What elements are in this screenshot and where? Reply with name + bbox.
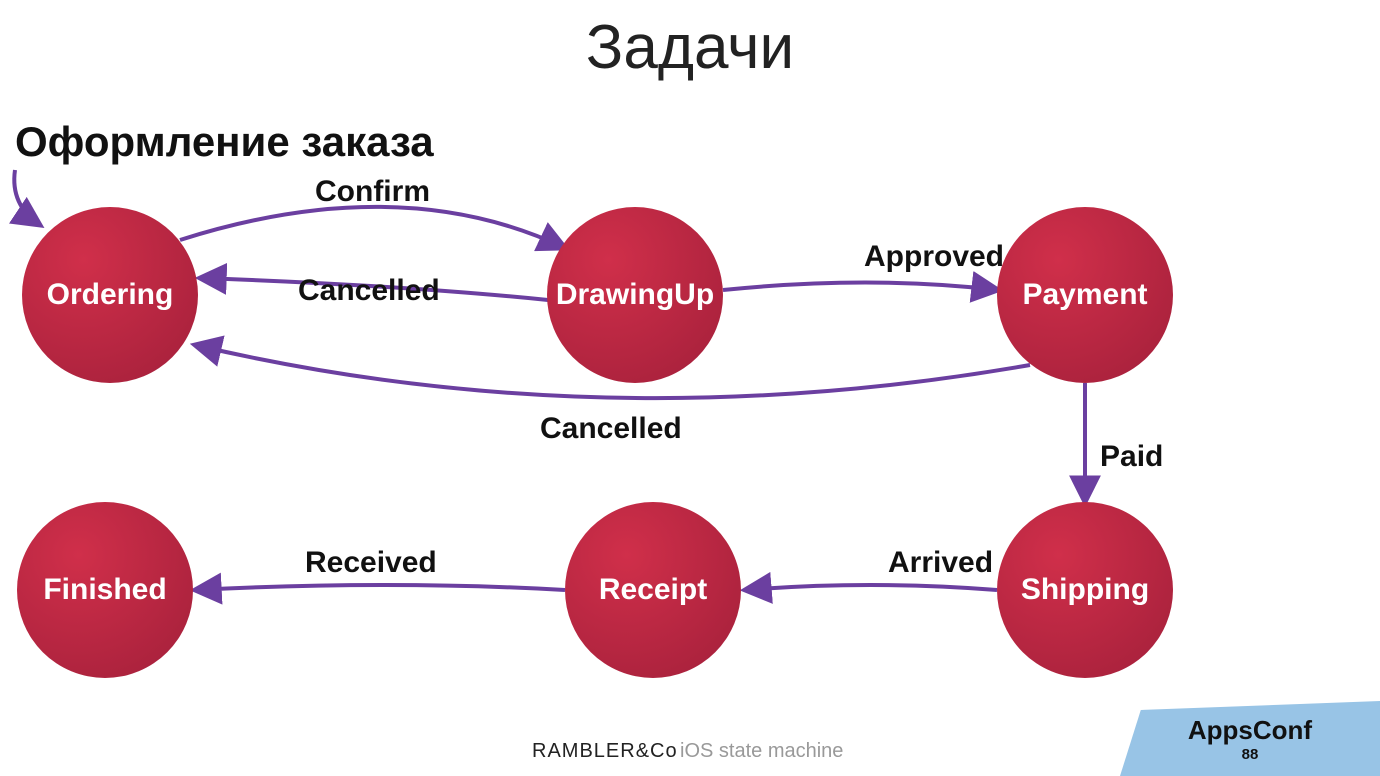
appsconf-badge: AppsConf 88: [1120, 701, 1380, 776]
edge-label-approved: Approved: [864, 240, 1004, 274]
edge-label-cancelled1: Cancelled: [298, 274, 440, 308]
edge-label-paid: Paid: [1100, 440, 1163, 474]
edge-start-in: [14, 170, 40, 225]
node-payment: Payment: [997, 207, 1173, 383]
node-finished: Finished: [17, 502, 193, 678]
edge-label-received: Received: [305, 546, 437, 580]
node-drawingup: DrawingUp: [547, 207, 723, 383]
appsconf-page-number: 88: [1242, 746, 1259, 763]
edge-arrived: [745, 585, 997, 590]
node-receipt: Receipt: [565, 502, 741, 678]
node-shipping: Shipping: [997, 502, 1173, 678]
edge-label-confirm: Confirm: [315, 175, 430, 209]
slide-title: Задачи: [586, 12, 794, 83]
slide-subtitle: Оформление заказа: [15, 118, 434, 166]
node-ordering: Ordering: [22, 207, 198, 383]
edge-label-arrived: Arrived: [888, 546, 993, 580]
footer-company: RAMBLER&Co: [532, 740, 678, 763]
edge-confirm: [180, 207, 565, 248]
footer-talk-title: iOS state machine: [680, 740, 843, 763]
edge-received: [195, 585, 565, 590]
edge-label-cancelled2: Cancelled: [540, 412, 682, 446]
edge-approved: [723, 283, 998, 291]
appsconf-label: AppsConf: [1188, 715, 1312, 746]
